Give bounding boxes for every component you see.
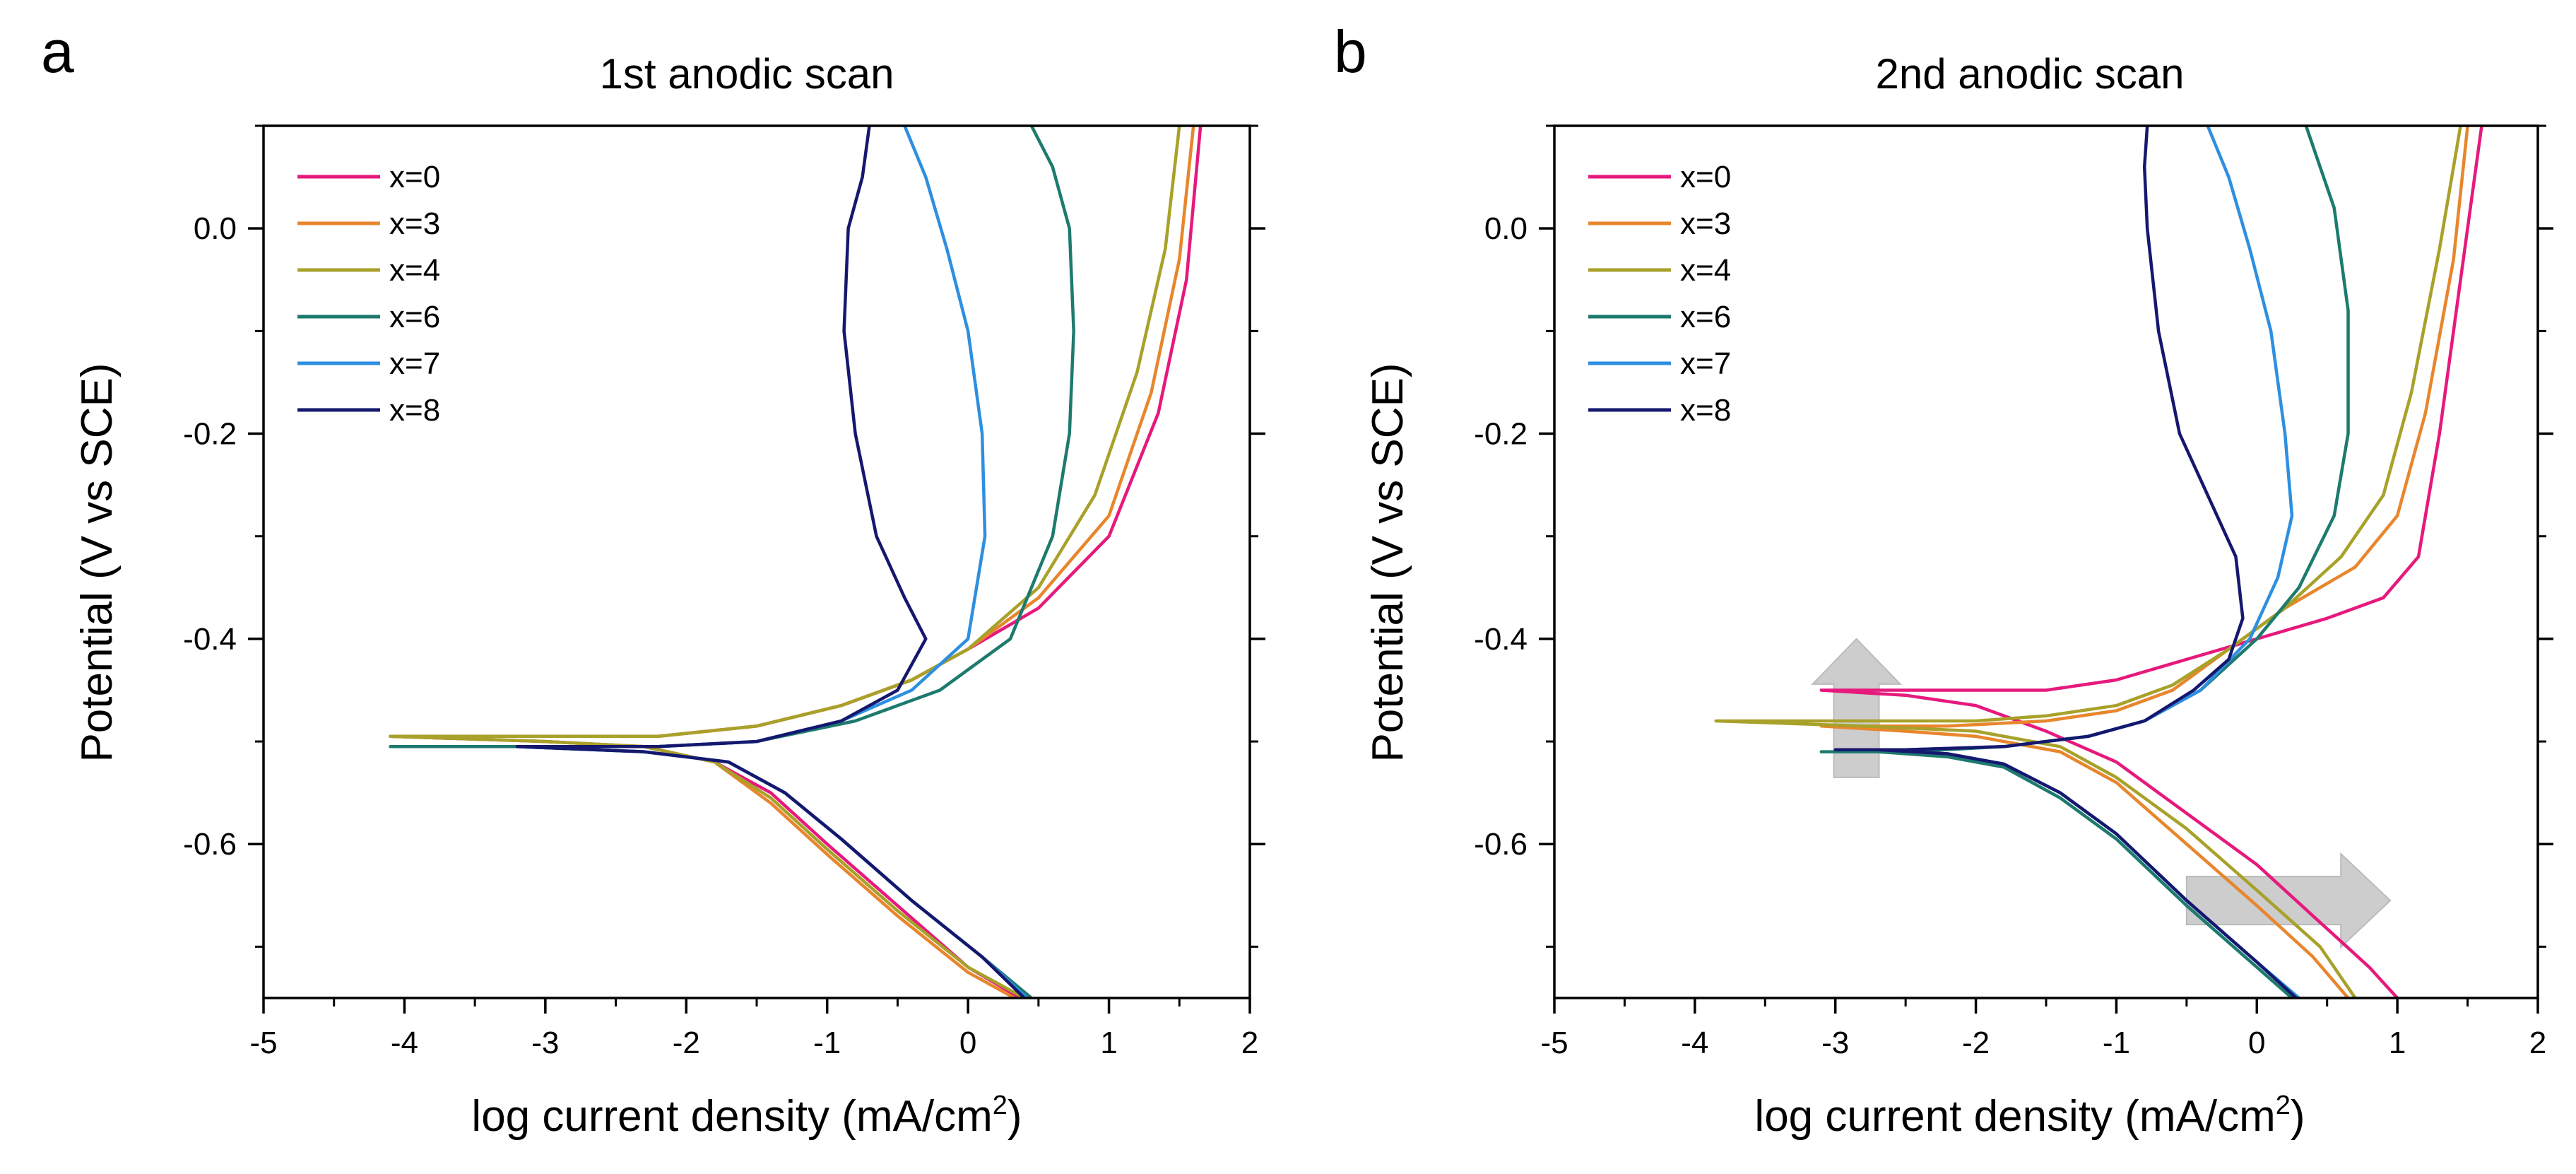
panel-a-y-tick-label: 0.0 <box>194 211 237 246</box>
panel-a-x-tick-label: 2 <box>1241 1026 1258 1060</box>
panel-a-x-tick-label: 1 <box>1100 1026 1117 1060</box>
panel-a: a 1st anodic scan -5 -4 -3 -2 -1 0 1 2-0.6-0.4-… <box>41 18 1265 1141</box>
panel-b-series-line-x0 <box>1819 126 2483 998</box>
panel-a-legend-label: x=0 <box>389 160 440 194</box>
panel-a-x-tick-label: -1 <box>813 1026 841 1060</box>
panel-b-x-tick-label: -5 <box>1540 1026 1568 1060</box>
panel-b-legend-label: x=0 <box>1680 160 1731 194</box>
panel-b-x-tick-label: -4 <box>1681 1026 1708 1060</box>
panel-a-series-group <box>389 126 1203 998</box>
panel-a-legend-label: x=8 <box>389 393 440 428</box>
panel-b-series-line-x8 <box>1833 126 2298 998</box>
panel-a-x-tick-label: -2 <box>673 1026 700 1060</box>
panel-b-x-tick-label: -3 <box>1821 1026 1849 1060</box>
panel-b-legend-label: x=8 <box>1680 393 1731 428</box>
panel-b-series-line-x4 <box>1714 126 2462 998</box>
panel-b-x-axis-label: log current density (mA/cm2) <box>1754 1091 2305 1141</box>
panel-b-x-axis-label-main: log current density (mA/cm <box>1754 1092 2275 1141</box>
panel-a-y-tick-label: -0.6 <box>183 827 237 862</box>
panel-b-series-group <box>1714 126 2483 998</box>
panel-b-title: 2nd anodic scan <box>1876 50 2185 98</box>
panel-b-legend-label: x=4 <box>1680 253 1731 288</box>
panel-b-x-axis-label-end: ) <box>2291 1092 2305 1141</box>
panel-b-series-line-x3 <box>1819 126 2469 998</box>
panel-b-y-axis-label: Potential (V vs SCE) <box>1364 363 1412 762</box>
panel-a-x-tick-label: -4 <box>391 1026 418 1060</box>
panel-b-y-tick-label: -0.2 <box>1474 417 1528 452</box>
panel-b-x-tick-label: 2 <box>2529 1026 2546 1060</box>
panel-b-x-axis-label-superscript: 2 <box>2276 1091 2291 1120</box>
panel-b-legend-label: x=6 <box>1680 300 1731 334</box>
panel-a-x-tick-label: -5 <box>249 1026 277 1060</box>
panel-b-plot-area: -5 -4 -3 -2 -1 0 1 2 -0.6 -0.4 -0.2 0.0 x=0 x=3 x=4 x=6… <box>1474 124 2553 1060</box>
panel-b-y-tick-label: 0.0 <box>1484 211 1528 246</box>
panel-a-x-tick-label: 0 <box>959 1026 976 1060</box>
panel-a-legend-label: x=4 <box>389 253 440 288</box>
panel-a-x-axis-label-main: log current density (mA/cm <box>471 1092 992 1141</box>
panel-a-legend-label: x=7 <box>389 346 440 381</box>
panel-b-x-tick-label: -1 <box>2103 1026 2130 1060</box>
panel-b-legend-label: x=3 <box>1680 206 1731 241</box>
panel-b-legend-label: x=7 <box>1680 346 1731 381</box>
panel-b-x-tick-label: 0 <box>2248 1026 2265 1060</box>
panel-b-legend: x=0 x=3 x=4 x=6 x=7 x=8 <box>1588 160 1731 428</box>
panel-a-x-tick-label: -3 <box>531 1026 559 1060</box>
panel-a-plot-area: -5 -4 -3 -2 -1 0 1 2 -0.6 -0.4 -0.2 0.0 x=0 x=3 x=4 x=6… <box>183 124 1265 1060</box>
panel-a-legend: x=0 x=3 x=4 x=6 x=7 x=8 <box>297 160 440 428</box>
panel-a-x-axis-label-superscript: 2 <box>993 1091 1008 1120</box>
panel-a-legend-label: x=3 <box>389 206 440 241</box>
panel-a-series-line-x8 <box>515 126 1027 998</box>
panel-a-legend-label: x=6 <box>389 300 440 334</box>
panel-letter-a: a <box>41 18 74 85</box>
panel-a-y-axis-label: Potential (V vs SCE) <box>73 363 122 762</box>
panel-b-y-tick-label: -0.6 <box>1474 827 1528 862</box>
panel-a-x-axis-label: log current density (mA/cm2) <box>471 1091 1022 1141</box>
panel-a-y-tick-label: -0.2 <box>183 417 237 452</box>
panel-b: b 2nd anodic scan -5 -4 -3 -2 -1 0 1 2-0.6-0.4-… <box>1334 18 2553 1141</box>
panel-a-x-axis-label-end: ) <box>1008 1092 1022 1141</box>
panel-b-y-tick-label: -0.4 <box>1474 622 1528 657</box>
panel-a-y-tick-label: -0.4 <box>183 622 237 657</box>
panel-b-x-tick-label: 1 <box>2389 1026 2406 1060</box>
panel-a-title: 1st anodic scan <box>600 50 894 98</box>
panel-a-series-line-x4 <box>389 126 1181 998</box>
panel-b-annotation-arrow-up <box>1811 638 1902 778</box>
panel-b-x-tick-label: -2 <box>1962 1026 1990 1060</box>
panel-letter-b: b <box>1334 18 1367 85</box>
